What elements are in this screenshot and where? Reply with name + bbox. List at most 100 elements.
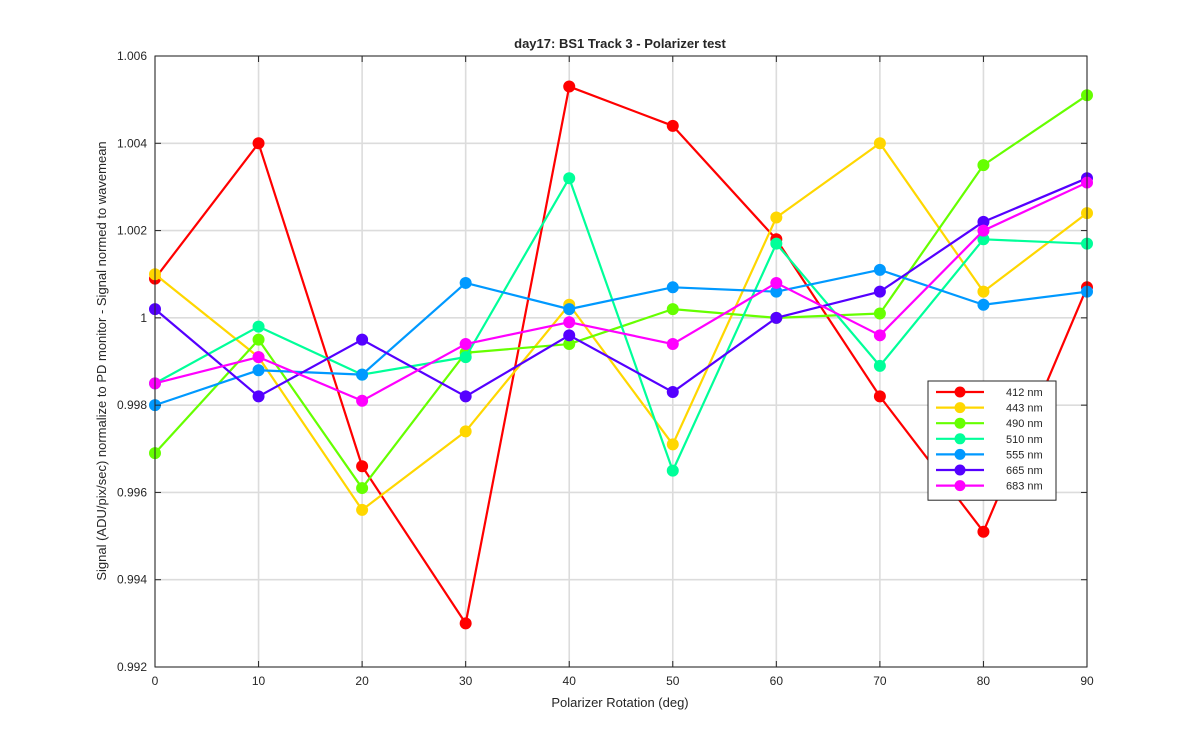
x-tick-label: 30: [459, 674, 473, 688]
data-point-510-nm: [252, 320, 265, 333]
data-point-555-nm: [563, 303, 576, 316]
data-point-555-nm: [873, 263, 886, 276]
data-point-490-nm: [977, 159, 990, 172]
x-tick-label: 40: [563, 674, 577, 688]
data-point-490-nm: [666, 303, 679, 316]
y-tick-label: 1: [140, 311, 147, 325]
data-point-555-nm: [666, 281, 679, 294]
data-point-443-nm: [666, 438, 679, 451]
data-point-683-nm: [356, 394, 369, 407]
data-point-665-nm: [666, 386, 679, 399]
series-665-nm: [149, 172, 1093, 403]
data-point-443-nm: [459, 425, 472, 438]
data-point-683-nm: [770, 276, 783, 289]
legend-swatch-marker: [954, 386, 966, 398]
data-point-443-nm: [873, 137, 886, 150]
series-555-nm: [149, 263, 1093, 412]
legend-item-555-nm: 555 nm: [936, 448, 1043, 461]
legend-item-665-nm: 665 nm: [936, 464, 1043, 477]
data-point-683-nm: [459, 338, 472, 351]
plot-frame: [154, 55, 1088, 668]
data-point-665-nm: [356, 333, 369, 346]
data-point-555-nm: [459, 276, 472, 289]
data-point-412-nm: [666, 119, 679, 132]
data-point-412-nm: [977, 525, 990, 538]
series-443-nm: [149, 137, 1093, 516]
data-point-490-nm: [252, 333, 265, 346]
data-point-443-nm: [356, 503, 369, 516]
legend-swatch-marker: [954, 433, 966, 445]
data-point-665-nm: [563, 329, 576, 342]
x-axis: 0 10 20 30 40 50 60 70 80 90: [152, 56, 1094, 688]
y-tick-label: 0.992: [117, 660, 147, 674]
y-tick-label: 0.998: [117, 398, 147, 412]
data-point-412-nm: [459, 617, 472, 630]
data-point-683-nm: [252, 351, 265, 364]
data-point-412-nm: [252, 137, 265, 150]
data-point-443-nm: [770, 211, 783, 224]
data-point-510-nm: [666, 464, 679, 477]
legend-label: 490 nm: [1006, 418, 1043, 430]
y-tick-label: 1.006: [117, 49, 147, 63]
legend-item-510-nm: 510 nm: [936, 433, 1043, 446]
y-axis: 0.992 0.994 0.996 0.998 1 1.002 1.004 1.006: [117, 49, 1087, 674]
data-point-665-nm: [873, 285, 886, 298]
legend-item-412-nm: 412 nm: [936, 386, 1043, 399]
y-axis-label: Signal (ADU/pix/sec) normalize to PD mon…: [94, 141, 109, 580]
x-tick-label: 20: [355, 674, 369, 688]
data-point-683-nm: [977, 224, 990, 237]
data-point-683-nm: [563, 316, 576, 329]
y-tick-label: 0.996: [117, 485, 147, 499]
data-point-510-nm: [563, 172, 576, 185]
chart-title: day17: BS1 Track 3 - Polarizer test: [514, 36, 726, 51]
legend-label: 443 nm: [1006, 403, 1043, 415]
x-tick-label: 90: [1080, 674, 1094, 688]
legend-label: 683 nm: [1006, 481, 1043, 493]
series-line-683-nm: [154, 181, 1088, 402]
x-tick-label: 0: [152, 674, 159, 688]
data-point-665-nm: [770, 311, 783, 324]
data-point-510-nm: [873, 359, 886, 372]
x-tick-label: 70: [873, 674, 887, 688]
legend-label: 555 nm: [1006, 449, 1043, 461]
data-point-490-nm: [873, 307, 886, 320]
data-point-412-nm: [873, 390, 886, 403]
data-point-683-nm: [873, 329, 886, 342]
legend-label: 412 nm: [1006, 387, 1043, 399]
y-tick-label: 1.004: [117, 136, 147, 150]
legend: 412 nm 443 nm 490 nm 510 nm 555 nm 665 nm 683 …: [927, 380, 1057, 501]
series-layer: [149, 80, 1093, 630]
data-point-555-nm: [252, 364, 265, 377]
data-point-443-nm: [977, 285, 990, 298]
plot-background: [155, 56, 1087, 667]
legend-label: 510 nm: [1006, 434, 1043, 446]
series-line-510-nm: [154, 177, 1088, 472]
x-tick-label: 50: [666, 674, 680, 688]
legend-swatch-marker: [954, 480, 966, 492]
legend-item-683-nm: 683 nm: [936, 480, 1043, 493]
data-point-412-nm: [356, 460, 369, 473]
data-point-683-nm: [666, 338, 679, 351]
legend-swatch-marker: [954, 417, 966, 429]
x-tick-label: 10: [252, 674, 266, 688]
data-point-555-nm: [977, 298, 990, 311]
data-point-555-nm: [356, 368, 369, 381]
legend-swatch-marker: [954, 402, 966, 414]
series-line-443-nm: [154, 142, 1088, 511]
series-line-555-nm: [154, 268, 1088, 407]
legend-swatch-marker: [954, 464, 966, 476]
data-point-490-nm: [356, 482, 369, 495]
series-line-665-nm: [154, 177, 1088, 398]
x-axis-label: Polarizer Rotation (deg): [551, 695, 688, 710]
legend-item-490-nm: 490 nm: [936, 417, 1043, 430]
data-point-510-nm: [459, 351, 472, 364]
x-tick-label: 60: [770, 674, 784, 688]
data-point-510-nm: [770, 237, 783, 250]
legend-box: [927, 380, 1057, 501]
legend-item-443-nm: 443 nm: [936, 402, 1043, 415]
data-point-665-nm: [252, 390, 265, 403]
y-tick-label: 0.994: [117, 573, 147, 587]
plot-area: [149, 55, 1093, 668]
